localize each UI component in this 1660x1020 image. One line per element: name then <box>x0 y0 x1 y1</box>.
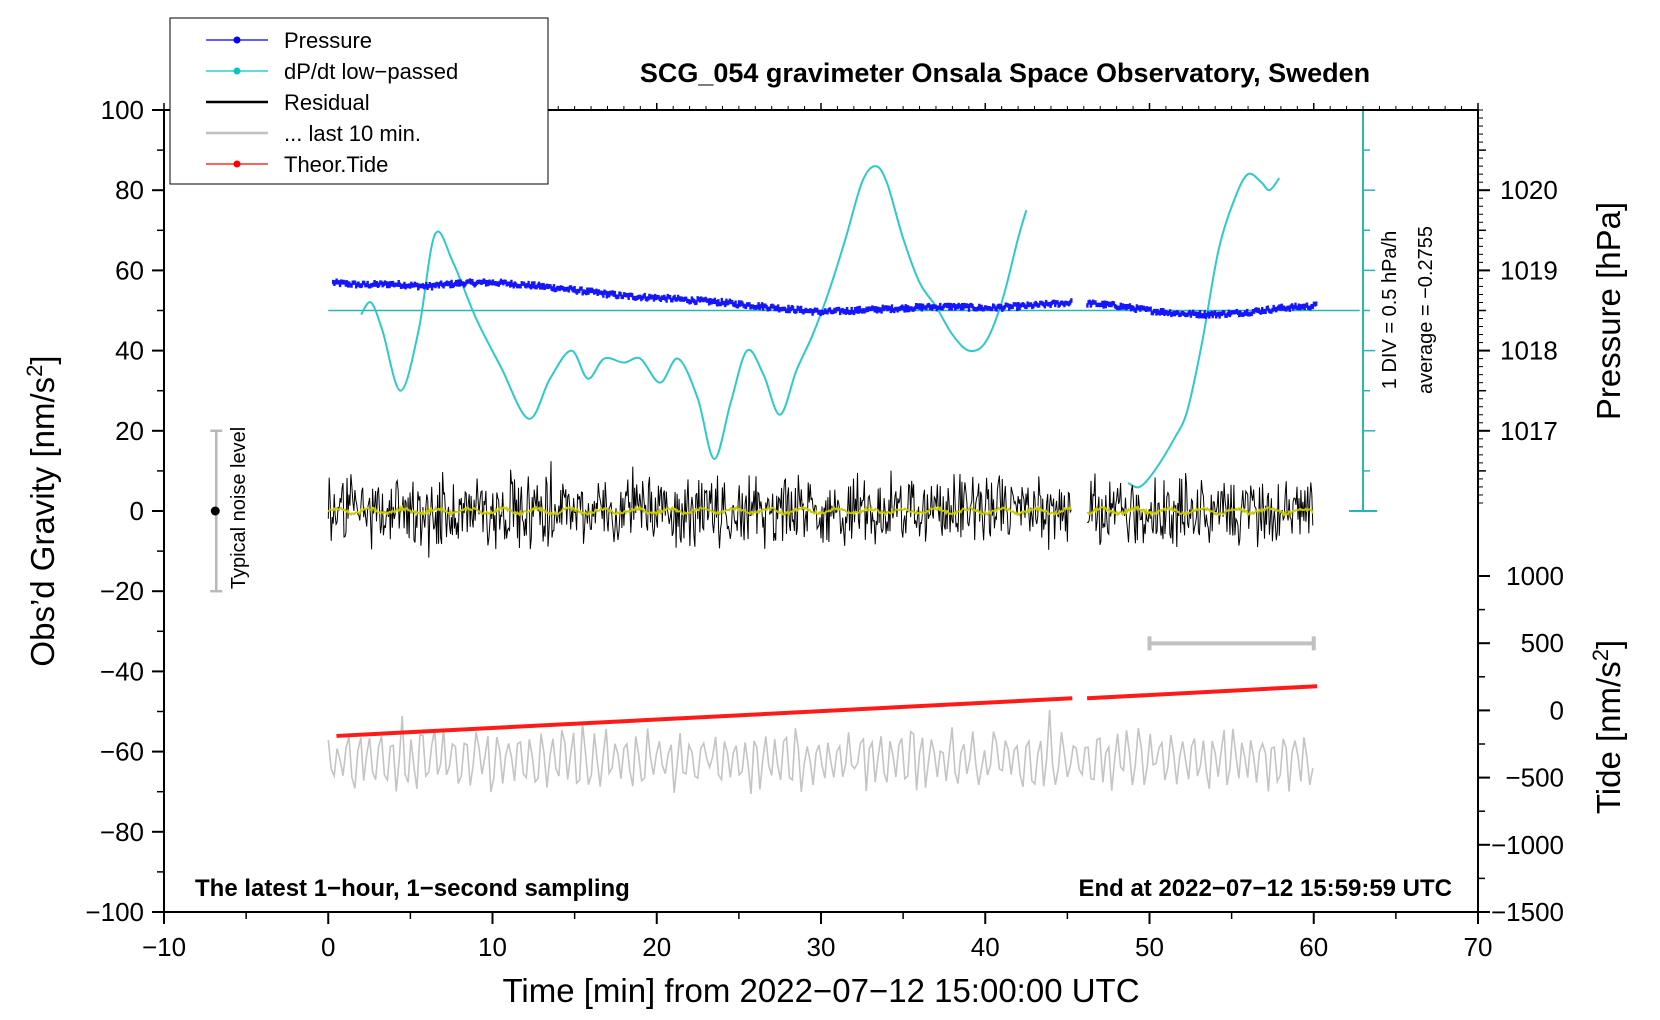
residual-line <box>327 461 1072 558</box>
chart-title: SCG_054 gravimeter Onsala Space Observat… <box>640 58 1370 88</box>
y-tick-label: 80 <box>115 175 144 205</box>
tide-tick-label: 500 <box>1521 628 1564 658</box>
y-axis-label-sup: 2 <box>22 365 47 377</box>
y-tick-label: −80 <box>100 817 144 847</box>
tide-line-2 <box>1086 684 1318 701</box>
y-tick-label: −60 <box>100 737 144 767</box>
legend-label: ... last 10 min. <box>284 121 421 146</box>
x-tick-label: −10 <box>142 932 186 962</box>
tide-axis-label-sup: 2 <box>1588 649 1613 661</box>
y-axis-label-main: Obs’d Gravity [nm/s <box>24 377 61 667</box>
x-tick-label: 10 <box>478 932 507 962</box>
end-time-note: End at 2022−07−12 15:59:59 UTC <box>1078 875 1452 902</box>
scale-bar-label-1: 1 DIV = 0.5 hPa/h <box>1379 231 1401 389</box>
x-tick-label: 40 <box>971 932 1000 962</box>
pressure-tick-label: 1019 <box>1500 255 1558 285</box>
tide-tick-label: 1000 <box>1506 561 1564 591</box>
residual-series <box>327 461 1314 558</box>
noise-level-label: Typical noise level <box>228 427 250 589</box>
x-axis: −10 0 10 20 30 40 50 60 70 <box>142 103 1493 962</box>
x-tick-label: 50 <box>1135 932 1164 962</box>
legend-marker <box>233 67 241 75</box>
legend: Pressure dP/dt low−passed Residual ... last… <box>169 17 549 185</box>
pressure-axis-label: Pressure [hPa] <box>1590 202 1627 420</box>
legend-marker <box>233 160 241 168</box>
pressure-series <box>331 278 1318 319</box>
y-axis-gravity: −100 −80 −60 −40 −20 0 20 40 60 80 100 <box>85 95 164 927</box>
pressure-tick-label: 1020 <box>1500 175 1558 205</box>
tide-axis-label-end: ] <box>1590 640 1627 649</box>
x-tick-label: 60 <box>1299 932 1328 962</box>
y-tick-label: −100 <box>85 897 144 927</box>
noise-bar <box>210 429 223 593</box>
tide-line-1 <box>336 696 1073 738</box>
dpdt-line <box>360 165 1028 460</box>
tide-tick-label: 0 <box>1550 695 1564 725</box>
y-tick-label: −40 <box>100 656 144 686</box>
y-tick-label: 0 <box>130 496 144 526</box>
y-tick-label: 20 <box>115 416 144 446</box>
pressure-tick-label: 1017 <box>1500 416 1558 446</box>
tide-tick-label: −500 <box>1505 763 1564 793</box>
pressure-dots <box>331 278 1318 319</box>
legend-label: dP/dt low−passed <box>284 59 458 84</box>
y-tick-label: 60 <box>115 255 144 285</box>
residual-smooth-line <box>1086 505 1314 518</box>
legend-label: Theor.Tide <box>284 152 388 177</box>
x-tick-label: 20 <box>642 932 671 962</box>
tide-series <box>336 684 1318 738</box>
y-axis-label: Obs’d Gravity [nm/s2] <box>22 355 61 666</box>
x-axis-label: Time [min] from 2022−07−12 15:00:00 UTC <box>502 972 1139 1009</box>
legend-box <box>169 17 549 185</box>
y-tick-label: −20 <box>100 576 144 606</box>
tide-tick-label: −1000 <box>1491 830 1564 860</box>
tide-axis-label: Tide [nm/s2] <box>1588 640 1627 814</box>
dpdt-line <box>1127 172 1281 489</box>
sampling-note: The latest 1−hour, 1−second sampling <box>195 875 630 902</box>
residual-smooth-line <box>327 504 1073 518</box>
noise-bar-dot <box>210 506 220 516</box>
scale-bar-label-2: average = −0.2755 <box>1415 226 1437 394</box>
dpdt-series <box>328 165 1360 489</box>
tide-tick-label: −1500 <box>1491 897 1564 927</box>
last-10-min-line <box>327 709 1314 794</box>
pressure-tick-label: 1018 <box>1500 336 1558 366</box>
legend-label: Pressure <box>284 28 372 53</box>
tide-axis-label-main: Tide [nm/s <box>1590 661 1627 814</box>
y-axis-label-end: ] <box>24 355 61 364</box>
ten-min-bar <box>1147 636 1316 651</box>
legend-label: Residual <box>284 90 370 115</box>
legend-marker <box>233 36 241 44</box>
x-tick-label: 30 <box>807 932 836 962</box>
last-10-min-series <box>327 709 1314 794</box>
x-tick-label: 70 <box>1464 932 1493 962</box>
y-axis-tide: −1500 −1000 −500 0 500 1000 <box>1478 561 1564 927</box>
y-tick-label: 40 <box>115 336 144 366</box>
y-axis-pressure: 1017 1018 1019 1020 <box>1478 109 1558 504</box>
y-tick-label: 100 <box>101 95 144 125</box>
x-tick-label: 0 <box>321 932 335 962</box>
